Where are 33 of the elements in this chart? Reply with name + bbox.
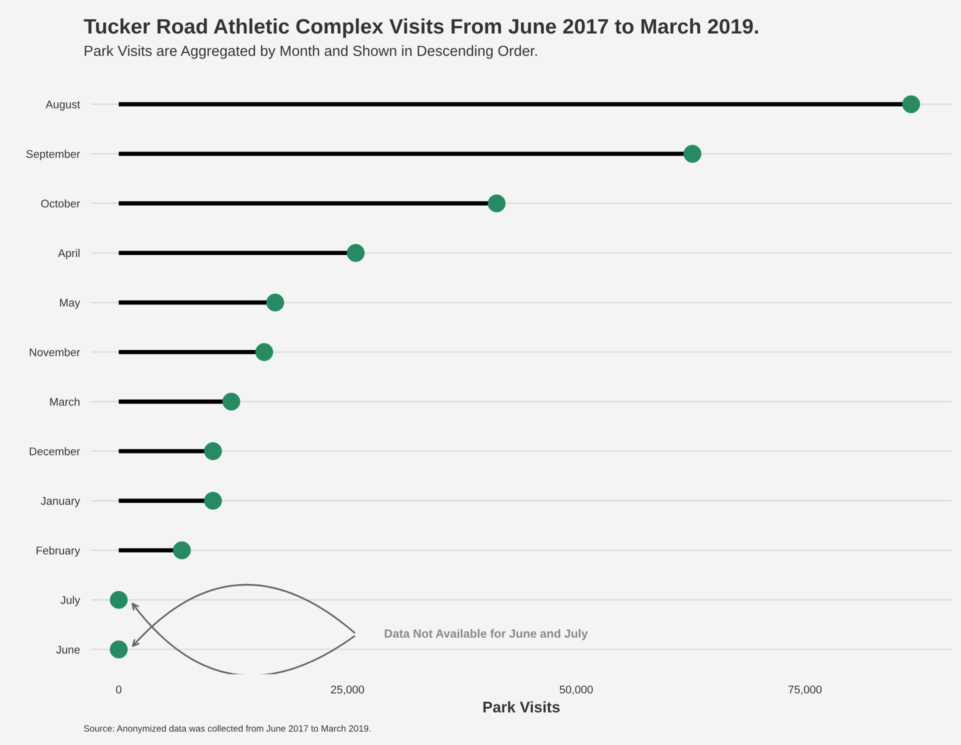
point	[172, 541, 191, 560]
point	[110, 640, 128, 658]
point	[266, 294, 284, 312]
chart-title: Tucker Road Athletic Complex Visits From June 2017 to March 2019.	[84, 18, 758, 38]
y-tick-label: August	[46, 100, 80, 111]
y-tick-label: December	[30, 447, 80, 456]
y-tick-label: April	[58, 248, 80, 260]
y-tick-label: September	[26, 150, 80, 160]
x-tick-label: 50,000	[560, 686, 593, 695]
point	[255, 343, 274, 361]
x-tick-label: 25,000	[331, 686, 364, 695]
point	[222, 392, 240, 411]
y-tick-label: November	[30, 348, 80, 356]
y-tick-label: October	[41, 199, 80, 208]
point	[110, 590, 128, 609]
point	[684, 144, 702, 163]
source-note: Source: Anonymized data was collected from June 2017 to March 2019.	[84, 725, 370, 734]
y-tick-label: February	[36, 546, 80, 557]
y-tick-label: June	[56, 646, 80, 654]
chart-subtitle: Park Visits are Aggregated by Month and Shown in Descending Order.	[84, 45, 537, 59]
y-tick-label: May	[60, 298, 80, 309]
x-axis-title: Park Visits	[483, 701, 560, 712]
y-tick-label: January	[40, 497, 80, 508]
point	[488, 194, 506, 212]
y-tick-label: July	[60, 596, 80, 606]
x-tick-label: 0	[116, 686, 122, 694]
point	[204, 492, 222, 510]
point	[204, 442, 222, 460]
point	[902, 95, 920, 114]
x-tick-label: 75,000	[788, 686, 822, 695]
y-tick-label: March	[50, 398, 80, 406]
annotation: Data Not Available for June and July	[384, 629, 588, 640]
point	[346, 244, 365, 262]
